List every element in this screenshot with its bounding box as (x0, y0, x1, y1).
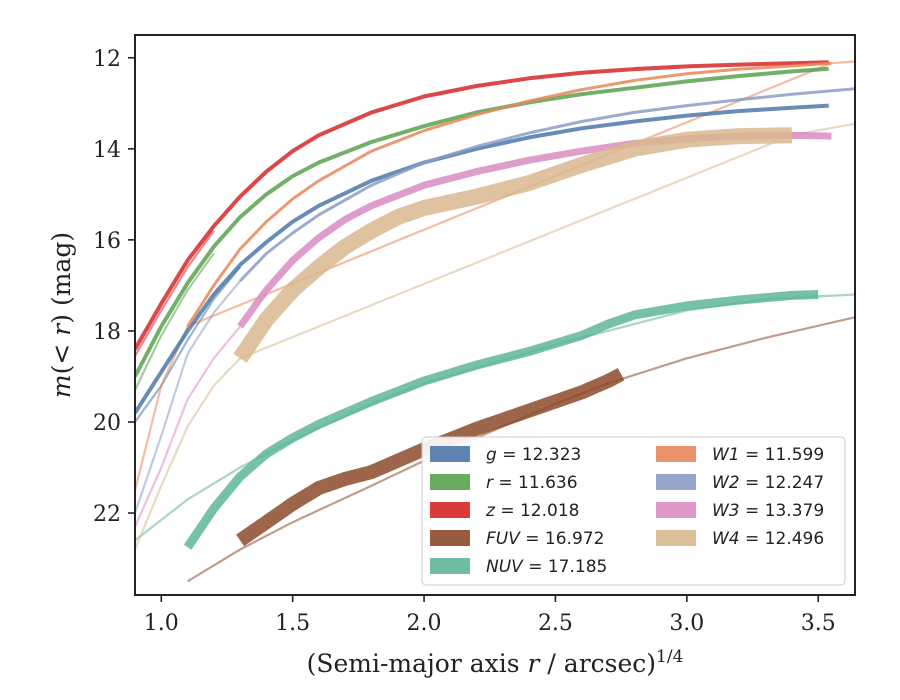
x-tick-label-4: 3.0 (669, 611, 704, 636)
x-tick-label-0: 1.0 (144, 611, 179, 636)
series-line-0 (135, 103, 829, 414)
y-tick-label-2: 16 (93, 229, 121, 254)
series-line-4 (183, 290, 819, 550)
legend-label-4: NUV = 17.185 (486, 557, 607, 577)
legend-label-7: W3 = 13.379 (712, 501, 824, 521)
legend-swatch-5 (656, 446, 696, 462)
y-tick-label-0: 12 (93, 47, 121, 72)
legend-label-3: FUV = 16.972 (486, 529, 604, 549)
series-faint-7 (135, 325, 241, 528)
legend-box (421, 436, 846, 586)
series-faint-0 (135, 266, 241, 423)
series-line-1 (135, 66, 829, 378)
y-tick-label-3: 18 (93, 320, 121, 345)
legend-swatch-1 (430, 474, 470, 490)
x-tick-label-2: 2.0 (407, 611, 442, 636)
plot-frame (134, 34, 856, 596)
legend-label-0: g = 12.323 (486, 445, 581, 465)
legend-label-5: W1 = 11.599 (712, 445, 824, 465)
legend-swatch-4 (430, 558, 470, 574)
series-faint-6 (135, 280, 241, 514)
legend-swatch-8 (656, 530, 696, 546)
legend: g = 12.323 r = 11.636 z = 12.018 FUV = 16.9… (421, 436, 846, 586)
series-line-2 (135, 60, 829, 351)
legend-label-1: r = 11.636 (486, 473, 578, 493)
series-faint-1 (135, 252, 215, 391)
legend-swatch-0 (430, 446, 470, 462)
x-tick-label-3: 2.5 (538, 611, 573, 636)
legend-label-8: W4 = 12.496 (712, 529, 824, 549)
y-tick-label-1: 14 (93, 138, 121, 163)
x-axis-label: (Semi-major axis r / arcsec)1/4 (307, 647, 684, 678)
x-tick-label-5: 3.5 (801, 611, 836, 636)
y-axis-label: m(< r) (mag) (47, 232, 76, 398)
legend-swatch-3 (430, 530, 470, 546)
y-tick-label-5: 22 (93, 502, 121, 527)
series-line-5 (186, 61, 832, 328)
ticks-layer: 1.0 1.5 2.0 2.5 3.0 3.5 12 14 16 18 20 22 (93, 47, 836, 636)
x-tick-label-1: 1.5 (275, 611, 310, 636)
legend-swatch-7 (656, 502, 696, 518)
legend-label-2: z = 12.018 (485, 501, 579, 521)
y-tick-label-4: 20 (93, 411, 121, 436)
series-line-8 (233, 127, 793, 363)
series-line-6 (239, 87, 855, 282)
legend-swatch-6 (656, 474, 696, 490)
legend-swatch-2 (430, 502, 470, 518)
legend-label-6: W2 = 12.247 (712, 473, 824, 493)
series-faint-2 (135, 230, 215, 357)
